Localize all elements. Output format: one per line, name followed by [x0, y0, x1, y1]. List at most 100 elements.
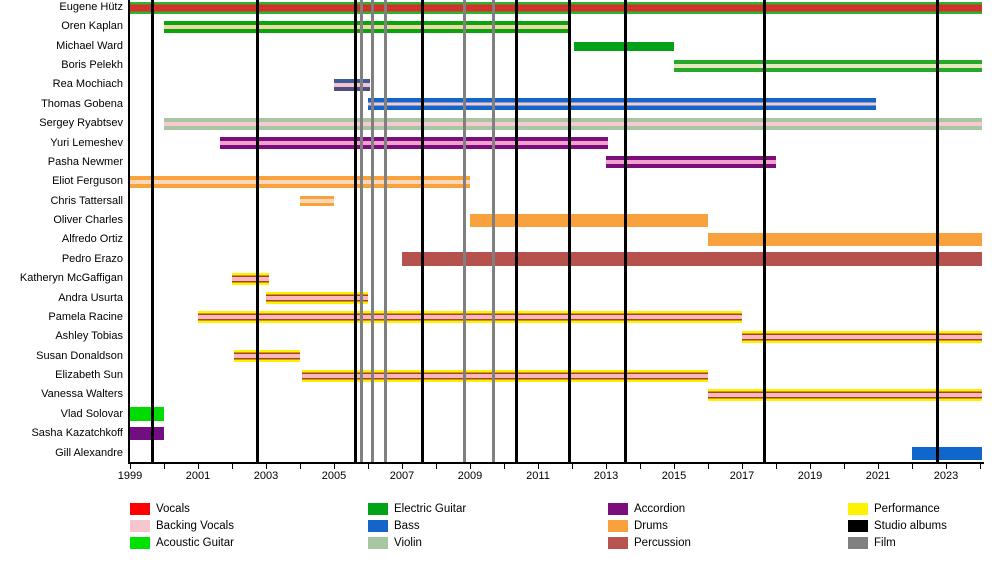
legend-swatch	[368, 520, 388, 533]
legend-label: Accordion	[634, 503, 686, 515]
member-row-label: Elizabeth Sun	[55, 369, 123, 382]
legend-label: Drums	[634, 520, 668, 533]
studio-album-line	[353, 0, 357, 462]
member-tenure-bar	[912, 446, 983, 460]
legend-label: Film	[874, 537, 896, 550]
axis-tick-label: 2017	[729, 470, 755, 482]
member-tenure-bar	[301, 369, 708, 382]
axis-tick	[300, 464, 301, 469]
axis-tick	[810, 464, 811, 469]
legend-label: Studio albums	[874, 520, 947, 533]
axis-tick	[232, 464, 233, 469]
member-row-label: Alfredo Ortiz	[61, 233, 123, 246]
member-tenure-bar	[130, 407, 164, 422]
member-tenure-bar	[232, 272, 270, 285]
member-row-label: Eugene Hütz	[59, 1, 123, 13]
legend-swatch	[608, 537, 628, 550]
film-line	[370, 0, 374, 462]
axis-tick-label: 2013	[593, 470, 619, 482]
axis-tick-label: 2021	[865, 470, 891, 482]
member-row-label: Eliot Ferguson	[52, 175, 123, 188]
axis-tick	[266, 464, 267, 469]
axis-tick	[368, 464, 369, 469]
axis-tick-label: 2019	[797, 470, 823, 482]
axis-tick	[538, 464, 539, 469]
studio-album-line	[568, 0, 572, 462]
film-line	[491, 0, 495, 462]
member-tenure-bar	[674, 59, 983, 72]
axis-tick	[130, 464, 131, 469]
legend-swatch	[368, 537, 388, 550]
legend-swatch	[130, 503, 150, 515]
axis-tick-label: 2005	[321, 470, 347, 482]
axis-tick	[742, 464, 743, 469]
member-row-label: Rea Mochiach	[52, 78, 123, 91]
axis-tick	[606, 464, 607, 469]
member-tenure-bar	[266, 292, 368, 305]
film-line	[383, 0, 387, 462]
studio-album-line	[255, 0, 259, 462]
axis-tick	[436, 464, 437, 469]
axis-tick-label: 2001	[185, 470, 211, 482]
studio-album-line	[150, 0, 154, 462]
member-row-label: Oren Kaplan	[61, 20, 123, 33]
axis-tick	[776, 464, 777, 469]
member-tenure-bar	[368, 98, 877, 111]
member-row-label: Katheryn McGaffigan	[19, 272, 123, 285]
legend-label: Violin	[394, 537, 422, 550]
member-row-label: Chris Tattersall	[50, 194, 123, 207]
member-row-label: Vanessa Walters	[41, 388, 123, 401]
film-line	[463, 0, 467, 462]
member-tenure-bar	[708, 388, 983, 401]
legend-swatch	[848, 537, 868, 550]
member-tenure-bar	[402, 252, 983, 267]
legend-label: Bass	[394, 520, 420, 533]
axis-tick	[164, 464, 165, 469]
member-row-label: Vlad Solovar	[60, 407, 123, 420]
member-tenure-bar	[742, 330, 983, 343]
member-tenure-bar	[130, 427, 164, 441]
legend-swatch	[848, 503, 868, 515]
axis-tick	[878, 464, 879, 469]
film-line	[360, 0, 364, 462]
member-row-label: Andra Usurta	[58, 291, 123, 304]
axis-tick	[912, 464, 913, 469]
member-row-label: Boris Pelekh	[61, 59, 123, 72]
axis-tick-label: 2023	[933, 470, 959, 482]
x-axis-line	[128, 462, 985, 464]
axis-tick-label: 2015	[661, 470, 687, 482]
legend-swatch	[130, 537, 150, 550]
legend-swatch	[368, 503, 388, 515]
studio-album-line	[420, 0, 424, 462]
legend-swatch	[608, 520, 628, 533]
member-row-label: Sasha Kazatchkoff	[31, 427, 123, 440]
axis-tick-label: 2003	[253, 470, 279, 482]
legend-label: Percussion	[634, 537, 691, 550]
axis-tick	[334, 464, 335, 469]
member-tenure-bar	[708, 233, 983, 247]
member-tenure-bar	[470, 214, 708, 228]
y-axis-spine	[128, 0, 130, 462]
member-row-label: Yuri Lemeshev	[50, 136, 123, 149]
axis-tick	[402, 464, 403, 469]
axis-tick	[980, 464, 981, 469]
axis-tick-label: 2007	[389, 470, 415, 482]
member-tenure-bar	[233, 350, 300, 363]
legend-swatch	[608, 503, 628, 515]
axis-tick-label: 1999	[117, 470, 143, 482]
legend-swatch	[130, 520, 150, 533]
studio-album-line	[515, 0, 519, 462]
axis-tick	[640, 464, 641, 469]
member-row-label: Sergey Ryabtsev	[39, 117, 123, 130]
axis-tick	[674, 464, 675, 469]
studio-album-line	[935, 0, 939, 462]
member-tenure-bar	[198, 311, 742, 324]
member-row-label: Oliver Charles	[53, 214, 123, 227]
axis-tick	[470, 464, 471, 469]
axis-tick	[572, 464, 573, 469]
member-tenure-bar	[164, 117, 983, 130]
axis-tick-label: 2009	[457, 470, 483, 482]
legend-label: Vocals	[156, 503, 190, 515]
